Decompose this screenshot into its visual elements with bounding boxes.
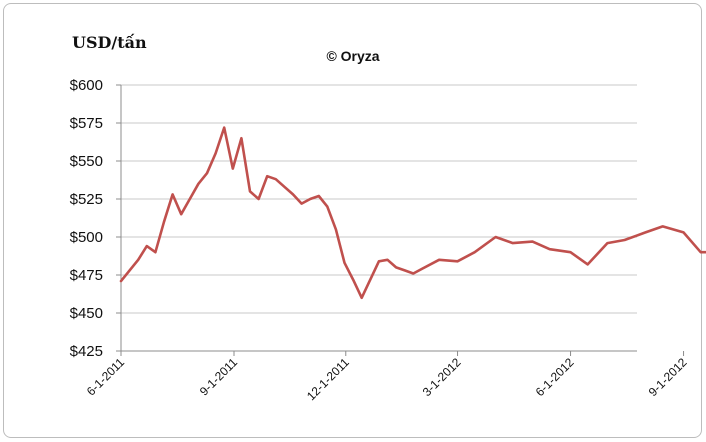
y-tick-label: $450 xyxy=(70,305,103,322)
x-tick-label: 3-1-2012 xyxy=(420,355,464,399)
chart-title: © Oryza xyxy=(326,48,380,64)
series-line xyxy=(119,126,706,300)
x-tick-label: 6-1-2012 xyxy=(533,355,577,399)
axes xyxy=(116,84,685,356)
x-tick-label: 9-1-2012 xyxy=(646,355,690,399)
y-tick-label: $575 xyxy=(70,115,103,132)
y-tick-label: $550 xyxy=(70,153,103,170)
x-tick-label: 9-1-2011 xyxy=(197,355,240,398)
y-axis-ticks: $425 $450 $475 $500 $525 $550 $575 $600 xyxy=(70,77,103,360)
unit-label: USD/tấn xyxy=(72,33,147,52)
series-group xyxy=(119,126,706,300)
x-axis-ticks: 6-1-2011 9-1-2011 12-1-2011 3-1-2012 6-1-201… xyxy=(84,355,690,403)
y-tick-label: $475 xyxy=(70,267,103,284)
y-tick-label: $525 xyxy=(70,191,103,208)
y-tick-label: $600 xyxy=(70,77,103,94)
gridlines xyxy=(121,84,637,314)
y-tick-label: $425 xyxy=(70,343,103,360)
y-tick-label: $500 xyxy=(70,229,103,246)
x-tick-label: 12-1-2011 xyxy=(304,355,352,403)
x-tick-label: 6-1-2011 xyxy=(84,355,127,398)
chart-frame xyxy=(3,3,702,438)
